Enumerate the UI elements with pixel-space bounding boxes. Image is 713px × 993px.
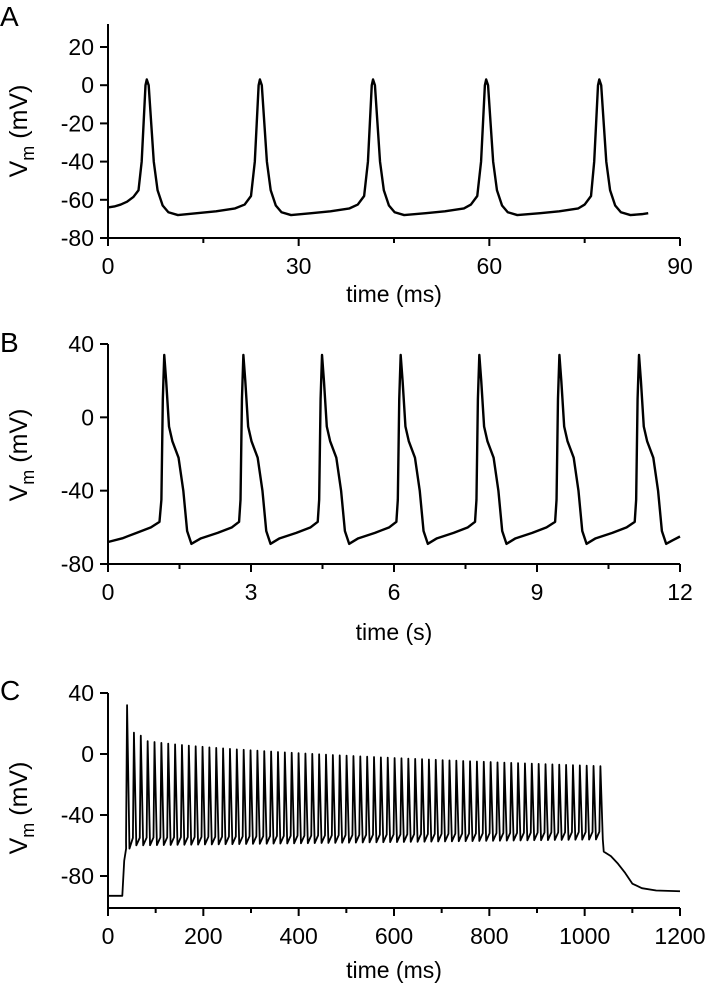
panel-a-y-label: Vm (mV) <box>5 85 38 178</box>
panel-b-y-label: Vm (mV) <box>5 409 38 502</box>
x-tick-label: 600 <box>375 923 413 949</box>
x-tick-label: 90 <box>667 253 693 279</box>
x-tick-label: 12 <box>667 579 693 605</box>
panel-a-x-label: time (ms) <box>346 281 442 307</box>
y-tick-label: 40 <box>68 331 94 357</box>
y-tick-label: -80 <box>61 863 94 889</box>
panel-b-label: B <box>0 327 19 358</box>
panel-c-x-ticks: 0 200 400 600 800 1000 1200 <box>102 908 706 949</box>
panel-c-series-line <box>108 704 681 897</box>
x-tick-label: 1200 <box>654 923 705 949</box>
y-tick-label: 0 <box>81 404 94 430</box>
panel-a-label: A <box>0 1 19 32</box>
y-tick-label: -80 <box>61 225 94 251</box>
panel-c-y-label: Vm (mV) <box>5 762 38 855</box>
x-tick-label: 0 <box>102 253 115 279</box>
panel-b: B 40 0 -40 -80 0 3 6 9 12 time (s) Vm (mV) <box>0 327 693 645</box>
x-tick-label: 1000 <box>559 923 610 949</box>
x-tick-label: 9 <box>531 579 544 605</box>
panel-c: C 400-40-80 0 200 400 600 800 1000 1200 time (… <box>0 675 706 983</box>
y-tick-label: -40 <box>61 149 94 175</box>
panel-a-series-line <box>107 78 649 217</box>
y-tick-label: -80 <box>61 551 94 577</box>
panel-b-y-ticks: 40 0 -40 -80 <box>61 331 108 577</box>
x-tick-label: 800 <box>470 923 508 949</box>
y-tick-label: 0 <box>81 741 94 767</box>
x-tick-label: 6 <box>388 579 401 605</box>
panel-c-label: C <box>0 675 20 706</box>
x-tick-label: 0 <box>102 579 115 605</box>
x-tick-label: 200 <box>184 923 222 949</box>
panel-a: A 20 0 -20 -40 -60 -80 0 30 60 90 time (ms) Vm (… <box>0 1 693 307</box>
panel-a-y-ticks: 20 0 -20 -40 -60 -80 <box>61 34 108 251</box>
x-tick-label: 3 <box>245 579 258 605</box>
panel-c-y-ticks: 40 0 -40 -80 <box>61 680 108 889</box>
y-tick-label: -20 <box>61 110 94 136</box>
y-tick-label: 0 <box>81 72 94 98</box>
y-tick-label: 40 <box>68 680 94 706</box>
y-tick-label: 20 <box>68 34 94 60</box>
panel-c-x-label: time (ms) <box>346 957 442 983</box>
x-tick-label: 400 <box>279 923 317 949</box>
y-tick-label: -40 <box>61 802 94 828</box>
x-tick-label: 30 <box>286 253 312 279</box>
panel-b-series-line <box>107 353 681 546</box>
y-tick-label: -40 <box>61 478 94 504</box>
x-tick-label: 0 <box>102 923 115 949</box>
panel-b-x-ticks: 0 3 6 9 12 <box>102 564 693 605</box>
panel-b-x-label: time (s) <box>356 619 433 645</box>
x-tick-label: 60 <box>477 253 503 279</box>
panel-a-x-ticks: 0 30 60 90 <box>102 238 693 279</box>
y-tick-label: -60 <box>61 187 94 213</box>
